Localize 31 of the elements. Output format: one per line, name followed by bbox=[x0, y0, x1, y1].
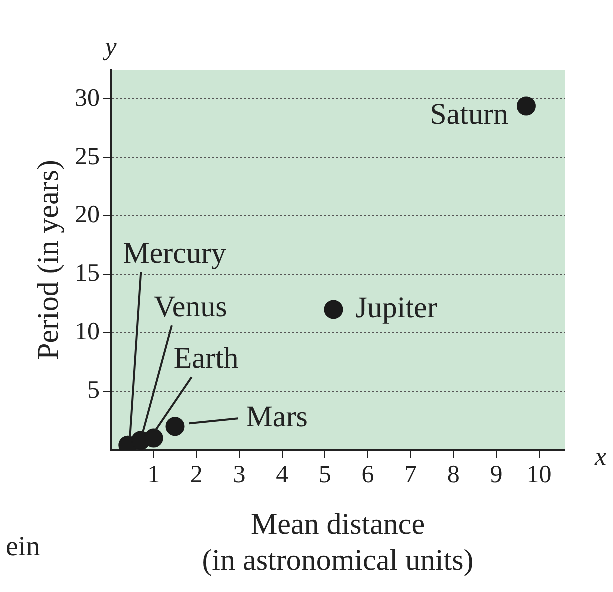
annotation: Saturn bbox=[430, 98, 508, 132]
annotation: Mars bbox=[246, 400, 308, 434]
x-tick-label: 2 bbox=[190, 462, 203, 489]
annotation: Earth bbox=[174, 342, 239, 376]
annotation: Mercury bbox=[123, 237, 226, 270]
point bbox=[144, 428, 164, 448]
y-tick-label: 10 bbox=[75, 318, 100, 346]
y-tick-label: 5 bbox=[88, 377, 100, 404]
point bbox=[516, 96, 536, 116]
y-tick-label: 20 bbox=[75, 202, 100, 229]
annotation: Jupiter bbox=[356, 292, 438, 325]
x-tick-label: 10 bbox=[526, 462, 552, 489]
x-tick-label: 5 bbox=[318, 462, 332, 489]
text: ein bbox=[6, 531, 40, 562]
text: y bbox=[102, 32, 118, 61]
x-tick-label: 1 bbox=[148, 462, 160, 489]
y-tick-label: 15 bbox=[75, 260, 100, 288]
annotation: Venus bbox=[154, 290, 228, 324]
x-tick-label: 8 bbox=[447, 462, 460, 489]
point bbox=[324, 300, 344, 320]
x-tick-label: 6 bbox=[362, 462, 374, 489]
x-tick-label: 7 bbox=[404, 462, 418, 489]
text: x bbox=[594, 442, 607, 471]
x-axis-title: Mean distance (in astronomical units) bbox=[202, 508, 474, 577]
x-tick-label: 3 bbox=[233, 462, 246, 489]
x-tick-label: 9 bbox=[490, 462, 503, 489]
point bbox=[166, 417, 185, 436]
y-tick-label: 30 bbox=[75, 84, 100, 112]
x-tick-label: 4 bbox=[276, 462, 290, 489]
y-axis-title: Period (in years) bbox=[32, 160, 65, 360]
y-tick-label: 25 bbox=[75, 143, 100, 170]
